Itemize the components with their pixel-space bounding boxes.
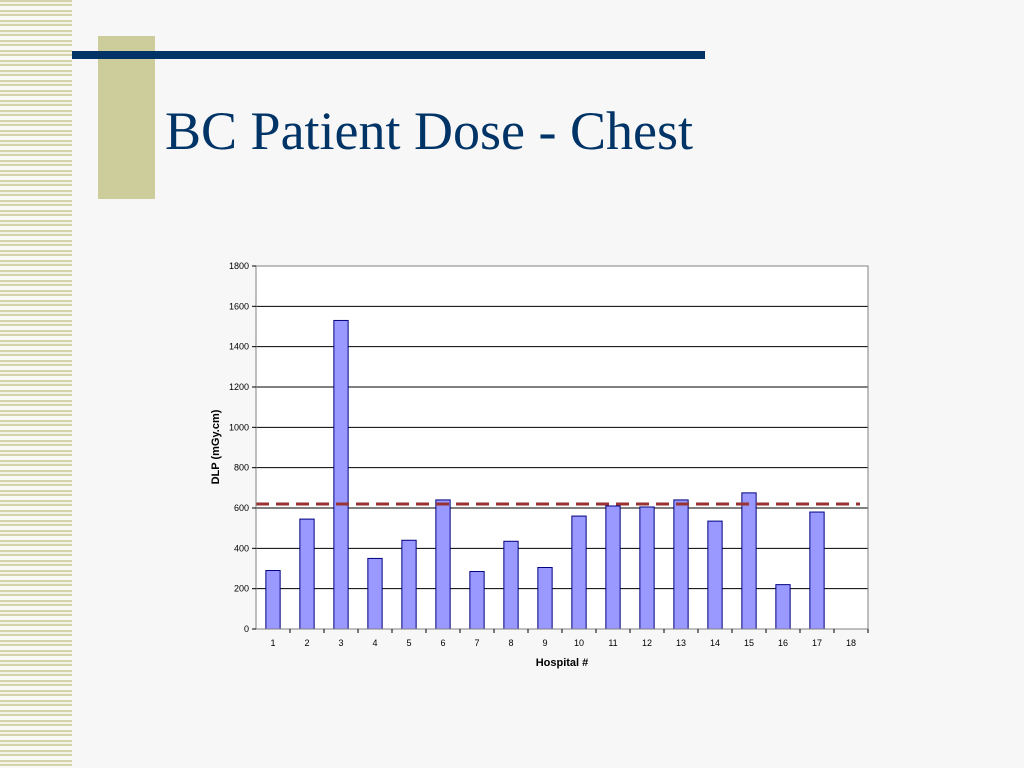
y-tick-labels: 0 200 400 600 800 1000 1200 1400 1600 1800 [229, 261, 256, 634]
x-tick-label: 13 [676, 638, 686, 648]
bar [605, 505, 621, 630]
x-tick-label: 9 [542, 638, 547, 648]
x-tick-label: 18 [846, 638, 856, 648]
bar [809, 511, 825, 630]
bar [639, 506, 655, 630]
bar [469, 571, 485, 630]
bar [333, 319, 349, 630]
x-tick-label: 3 [338, 638, 343, 648]
accent-block [98, 36, 155, 199]
bar [367, 557, 383, 630]
x-tick-label: 12 [642, 638, 652, 648]
bar [503, 540, 519, 630]
plot-area [256, 266, 868, 629]
title-rule [72, 51, 705, 59]
slide-title: BC Patient Dose - Chest [165, 101, 693, 161]
bar [435, 499, 451, 630]
x-tick-label: 11 [608, 638, 617, 648]
x-tick-label: 15 [744, 638, 754, 648]
x-tick-label: 7 [474, 638, 479, 648]
gridlines [256, 305, 868, 590]
y-tick-label: 1600 [229, 301, 249, 311]
x-tick-label: 1 [270, 638, 275, 648]
y-tick-label: 200 [234, 584, 249, 594]
x-tick-label: 5 [406, 638, 411, 648]
x-tick-labels: 1 2 3 4 5 6 7 8 9 10 11 12 13 14 15 16 17 18 [270, 629, 869, 648]
decorative-stripes [0, 0, 72, 768]
x-tick-label: 4 [372, 638, 377, 648]
x-tick-label: 6 [440, 638, 445, 648]
bar [299, 518, 315, 630]
x-tick-label: 8 [508, 638, 513, 648]
bar [673, 499, 689, 630]
bar [571, 515, 587, 630]
y-tick-label: 0 [244, 624, 249, 634]
bar [265, 570, 281, 630]
x-tick-label: 17 [812, 638, 822, 648]
y-tick-label: 800 [234, 463, 249, 473]
x-tick-label: 2 [304, 638, 309, 648]
bar [775, 584, 791, 630]
bar [707, 520, 723, 630]
y-tick-label: 600 [234, 503, 249, 513]
bars [265, 319, 825, 630]
x-tick-label: 16 [778, 638, 788, 648]
x-tick-label: 10 [574, 638, 584, 648]
x-tick-label: 14 [710, 638, 720, 648]
bar [741, 492, 757, 630]
y-tick-label: 1400 [229, 342, 249, 352]
x-axis-title: Hospital # [536, 657, 589, 669]
bar [537, 566, 553, 630]
y-tick-label: 1000 [229, 422, 249, 432]
y-tick-label: 400 [234, 543, 249, 553]
y-tick-label: 1800 [229, 261, 249, 271]
bar [401, 539, 417, 630]
y-axis-title: DLP (mGy.cm) [210, 409, 222, 484]
y-tick-label: 1200 [229, 382, 249, 392]
